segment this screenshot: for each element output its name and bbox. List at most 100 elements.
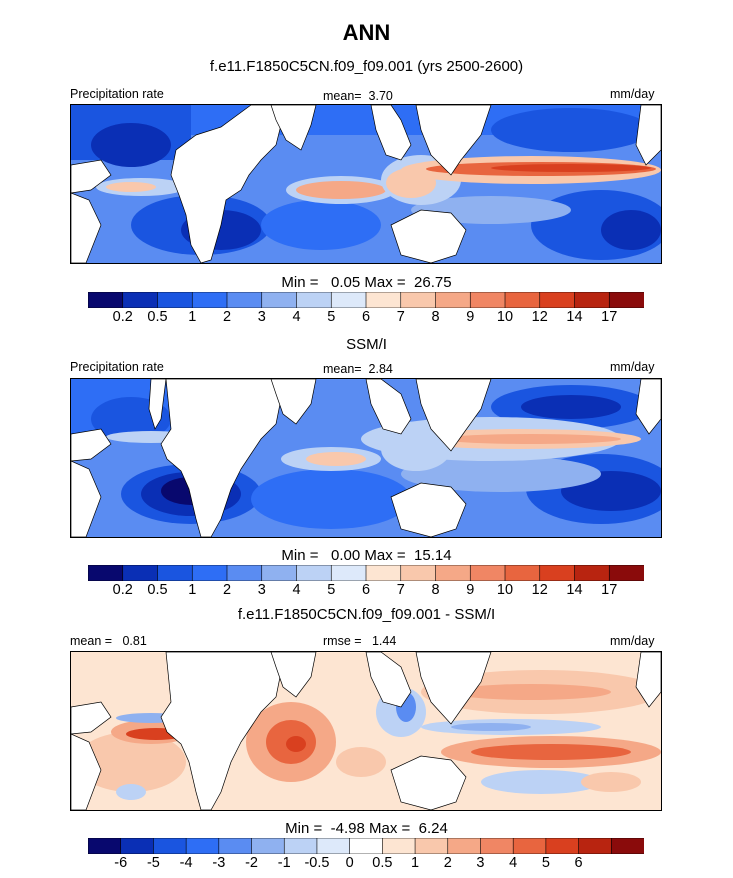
- colorbar-swatch: [122, 292, 159, 308]
- colorbar-swatch: [480, 838, 514, 854]
- panel3-max-label: Max =: [369, 820, 411, 837]
- panel2-map: [70, 378, 662, 538]
- panel1-max-value: 26.75: [414, 274, 452, 291]
- colorbar-tick-label: 7: [396, 582, 405, 598]
- panel1-minmax: Min = 0.05 Max = 26.75: [0, 274, 733, 291]
- panel1-colorbar-svg: [88, 292, 644, 308]
- colorbar-swatch: [251, 838, 286, 854]
- colorbar-swatch: [545, 838, 580, 854]
- colorbar-tick-label: -5: [146, 855, 160, 871]
- panel1-units: mm/day: [610, 87, 655, 101]
- colorbar-tick-label: -1: [277, 855, 291, 871]
- colorbar-swatch: [185, 838, 220, 854]
- panel1-max-label: Max =: [364, 274, 406, 291]
- colorbar-swatch: [435, 292, 472, 308]
- panel3-map: [70, 651, 662, 811]
- panel3-units: mm/day: [610, 634, 655, 648]
- colorbar-tick-label: 14: [566, 582, 583, 598]
- panel3-colorbar: [88, 838, 644, 854]
- colorbar-swatch: [400, 565, 437, 581]
- colorbar-tick-label: 10: [496, 309, 514, 325]
- panel3-max-value: 6.24: [418, 820, 448, 837]
- colorbar-tick-label: -2: [245, 855, 258, 871]
- colorbar-tick-label: 10: [496, 582, 514, 598]
- colorbar-tick-label: 0.5: [147, 582, 168, 598]
- colorbar-tick-label: 1: [188, 309, 197, 325]
- colorbar-swatch: [330, 292, 367, 308]
- colorbar-tick-label: 5: [327, 309, 336, 325]
- panel3-colorbar-svg: [88, 838, 644, 854]
- colorbar-swatch: [435, 565, 472, 581]
- colorbar-tick-label: 7: [396, 309, 405, 325]
- colorbar-swatch: [88, 838, 122, 854]
- colorbar-tick-label: 17: [601, 309, 618, 325]
- colorbar-tick-label: 9: [466, 582, 475, 598]
- colorbar-tick-label: 4: [509, 855, 518, 871]
- panel1-min-value: 0.05: [331, 274, 361, 291]
- panel1-mean-label: mean=: [323, 89, 362, 103]
- colorbar-tick-label: 1: [411, 855, 420, 871]
- colorbar-tick-label: 0.5: [147, 309, 168, 325]
- panel3-min-value: -4.98: [330, 820, 365, 837]
- colorbar-tick-label: 1: [188, 582, 197, 598]
- colorbar-tick-label: -6: [114, 855, 128, 871]
- panel2-map-svg: [71, 379, 661, 537]
- panel3-rmse-value: 1.44: [371, 634, 397, 648]
- panel2-variable-label: Precipitation rate: [70, 360, 164, 374]
- panel3-map-svg: [71, 652, 661, 810]
- colorbar-swatch: [349, 838, 384, 854]
- colorbar-tick-label: 6: [574, 855, 583, 871]
- colorbar-swatch: [365, 292, 402, 308]
- colorbar-swatch: [157, 292, 194, 308]
- colorbar-swatch: [296, 565, 333, 581]
- panel3-minmax: Min = -4.98 Max = 6.24: [0, 820, 733, 837]
- colorbar-tick-label: 8: [431, 309, 440, 325]
- colorbar-swatch: [512, 838, 547, 854]
- panel3-title: f.e11.F1850C5CN.f09_f09.001 - SSM/I: [237, 606, 496, 623]
- colorbar-swatch: [122, 565, 159, 581]
- panel2-mean-value: 2.84: [368, 362, 393, 376]
- panel2-title: SSM/I: [346, 336, 387, 353]
- colorbar-tick-label: 0.5: [372, 855, 393, 871]
- panel2-mean: mean= 2.84: [323, 362, 393, 376]
- panel3-min-label: Min =: [285, 820, 323, 837]
- colorbar-tick-label: 3: [257, 582, 266, 598]
- colorbar-tick-label: 5: [327, 582, 336, 598]
- panel2-units: mm/day: [610, 360, 655, 374]
- panel1-mean-value: 3.70: [368, 89, 393, 103]
- panel2-min-value: 0.00: [331, 547, 361, 564]
- panel2-colorbar-svg: [88, 565, 644, 581]
- colorbar-tick-label: 0.2: [112, 582, 133, 598]
- colorbar-swatch: [330, 565, 367, 581]
- colorbar-swatch: [120, 838, 155, 854]
- colorbar-swatch: [283, 838, 318, 854]
- panel1-map: [70, 104, 662, 264]
- colorbar-swatch: [414, 838, 449, 854]
- colorbar-tick-label: 12: [531, 582, 548, 598]
- panel3-rmse: rmse = 1.44: [323, 634, 396, 648]
- panel3-mean: mean = 0.81: [70, 634, 147, 648]
- colorbar-swatch: [469, 292, 506, 308]
- colorbar-swatch: [504, 292, 541, 308]
- colorbar-tick-label: 12: [531, 309, 548, 325]
- colorbar-swatch: [382, 838, 416, 854]
- colorbar-swatch: [608, 292, 644, 308]
- colorbar-swatch: [539, 292, 576, 308]
- colorbar-swatch: [608, 565, 644, 581]
- panel2-max-value: 15.14: [414, 547, 452, 564]
- colorbar-tick-label: 5: [541, 855, 550, 871]
- panel3-rmse-label: rmse =: [323, 634, 362, 648]
- panel1-title: f.e11.F1850C5CN.f09_f09.001 (yrs 2500-26…: [209, 58, 524, 75]
- colorbar-tick-label: -3: [212, 855, 226, 871]
- colorbar-swatch: [226, 292, 263, 308]
- colorbar-tick-label: 0: [345, 855, 354, 871]
- colorbar-swatch: [610, 838, 644, 854]
- colorbar-swatch: [191, 292, 228, 308]
- panel1-variable-label: Precipitation rate: [70, 87, 164, 101]
- panel2-colorbar: [88, 565, 644, 581]
- panel1-min-label: Min =: [281, 274, 319, 291]
- colorbar-tick-label: 0.2: [112, 309, 133, 325]
- colorbar-swatch: [316, 838, 351, 854]
- colorbar-tick-label: 9: [466, 309, 475, 325]
- colorbar-tick-label: 8: [431, 582, 440, 598]
